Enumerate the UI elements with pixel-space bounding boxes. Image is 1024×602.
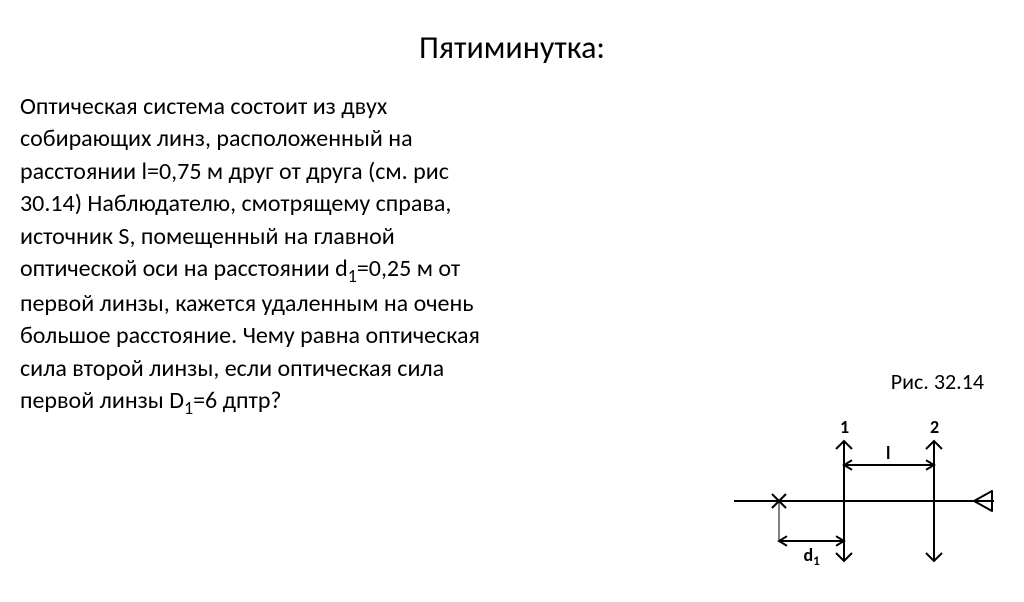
line2: собирающих линз, расположенный на bbox=[20, 124, 413, 153]
line1: Оптическая система состоит из двух bbox=[20, 92, 387, 121]
line6a: оптической оси на расстоянии d bbox=[20, 254, 348, 283]
svg-text:1: 1 bbox=[840, 416, 849, 438]
line10b: =6 дптр? bbox=[193, 386, 281, 415]
page-title: Пятиминутка: bbox=[0, 28, 1024, 67]
svg-text:2: 2 bbox=[930, 416, 939, 438]
line9: сила второй линзы, если оптическая сила bbox=[20, 354, 444, 383]
svg-text:d1: d1 bbox=[804, 544, 821, 569]
line6-sub: 1 bbox=[348, 265, 357, 287]
line5: источник S, помещенный на главной bbox=[20, 222, 395, 251]
line8: большое расстояние. Чему равна оптическа… bbox=[20, 321, 480, 350]
line10-sub: 1 bbox=[184, 397, 193, 419]
figure-caption: Рис. 32.14 bbox=[734, 368, 994, 395]
lens-diagram: 1 2 l d1 bbox=[734, 401, 994, 571]
line10a: первой линзы D bbox=[20, 386, 184, 415]
line4: 30.14) Наблюдателю, смотрящему справа, bbox=[20, 189, 451, 218]
figure-area: Рис. 32.14 1 2 l d1 bbox=[734, 368, 994, 576]
svg-text:l: l bbox=[886, 442, 890, 464]
line6b: =0,25 м от bbox=[357, 254, 460, 283]
problem-text: Оптическая система состоит из двух собир… bbox=[20, 91, 585, 420]
line7: первой линзы, кажется удаленным на очень bbox=[20, 289, 474, 318]
line3: расстоянии l=0,75 м друг от друга (см. р… bbox=[20, 157, 449, 186]
